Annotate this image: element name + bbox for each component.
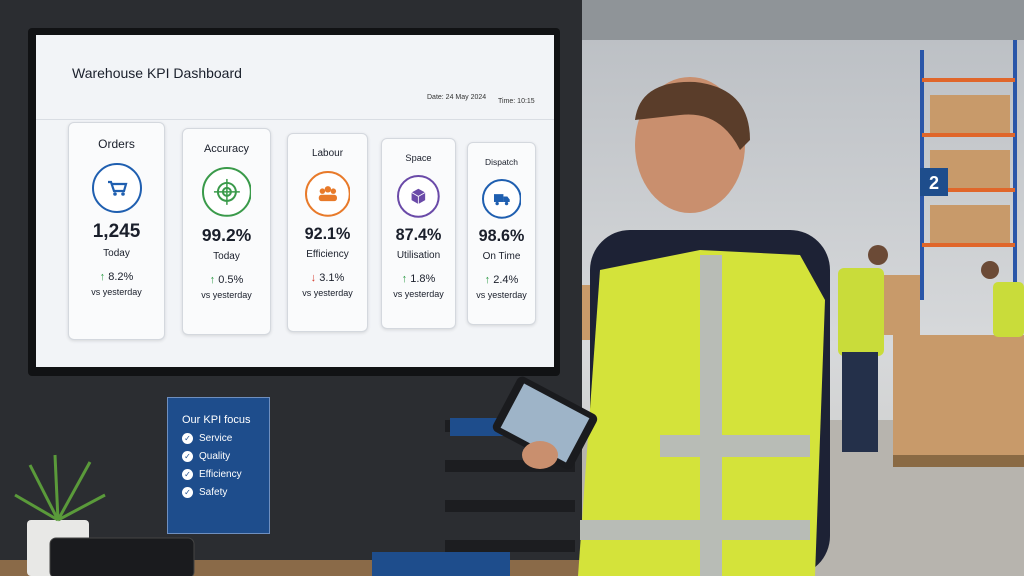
kpi-change: ↑ 2.4% xyxy=(468,274,535,286)
worker-main xyxy=(492,77,830,576)
kpi-compare: vs yesterday xyxy=(393,288,444,299)
icon-symbol xyxy=(213,178,240,205)
kpi-change-arrow: ↓ xyxy=(310,271,317,284)
kpi-value: 98.6% xyxy=(478,226,525,245)
dashboard-title: Warehouse KPI Dashboard xyxy=(72,65,242,81)
poster-item-text: Efficiency xyxy=(199,469,242,480)
kpi-label: Efficiency xyxy=(306,248,349,260)
aisle-sign-plate xyxy=(920,168,948,196)
kpi-change: ↑ 8.2% xyxy=(69,271,164,283)
icon-symbol xyxy=(318,186,337,202)
check-icon: ✓ xyxy=(182,451,193,462)
kpi-label: Utilisation xyxy=(396,249,441,261)
kpi-title: Labour xyxy=(311,148,344,159)
kpi-change-value: 3.1% xyxy=(316,271,345,284)
kpi-change-value: 2.4% xyxy=(490,273,519,286)
kpi-icon xyxy=(201,167,252,217)
icon-symbol xyxy=(107,180,127,196)
kpi-label: Today xyxy=(213,250,240,262)
kpi-icon xyxy=(397,175,440,218)
kpi-change-arrow: ↑ xyxy=(209,273,216,286)
dashboard-time: Time: 10:15 xyxy=(498,98,535,105)
dashboard-date: Date: 24 May 2024 xyxy=(427,94,487,101)
binder xyxy=(372,552,510,576)
divider xyxy=(36,119,554,120)
kpi-card: Accuracy 99.2% Today ↑ 0.5% vs yesterday xyxy=(182,128,271,335)
kpi-change-arrow: ↑ xyxy=(484,273,491,286)
poster-title: Our KPI focus xyxy=(182,414,251,426)
worker xyxy=(981,261,1024,337)
aisle-sign: 2 xyxy=(929,173,939,193)
icon-ring xyxy=(304,171,351,217)
kpi-title: Orders xyxy=(98,137,135,151)
kpi-title: Space xyxy=(405,153,432,163)
kpi-compare: vs yesterday xyxy=(302,287,353,298)
worker xyxy=(838,245,888,452)
kpi-label: On Time xyxy=(482,250,521,262)
kpi-value: 87.4% xyxy=(395,225,442,244)
laptop xyxy=(49,537,195,576)
kpi-change-value: 8.2% xyxy=(105,271,134,283)
poster-item-text: Quality xyxy=(199,451,231,462)
kpi-change-arrow: ↑ xyxy=(401,272,408,285)
check-icon: ✓ xyxy=(182,487,193,498)
kpi-label: Today xyxy=(103,248,130,259)
kpi-change: ↓ 3.1% xyxy=(288,272,367,284)
kpi-value: 1,245 xyxy=(92,221,141,242)
poster-list: ✓ Service ✓ Quality ✓ Efficiency ✓ Safety xyxy=(182,433,269,498)
kpi-compare: vs yesterday xyxy=(476,289,527,300)
kpi-value: 99.2% xyxy=(201,224,252,245)
kpi-icon xyxy=(91,163,142,213)
kpi-change-value: 0.5% xyxy=(215,273,244,286)
kpi-change: ↑ 1.8% xyxy=(382,273,455,285)
poster-item-text: Safety xyxy=(199,487,228,498)
poster-item: ✓ Efficiency xyxy=(182,469,269,480)
kpi-poster: Our KPI focus ✓ Service ✓ Quality ✓ Efficienc… xyxy=(167,397,270,534)
poster-item-text: Service xyxy=(199,433,233,444)
dashboard-screen: Warehouse KPI Dashboard Date: 24 May 202… xyxy=(36,35,554,367)
kpi-value: 92.1% xyxy=(304,224,351,243)
poster-item: ✓ Quality xyxy=(182,451,269,462)
kpi-card: Orders 1,245 Today ↑ 8.2% vs yesterday xyxy=(68,122,165,340)
kpi-change-arrow: ↑ xyxy=(99,271,106,283)
check-icon: ✓ xyxy=(182,433,193,444)
kpi-compare: vs yesterday xyxy=(91,287,142,297)
kpi-change-value: 1.8% xyxy=(407,272,436,285)
kpi-card: Dispatch 98.6% On Time ↑ 2.4% vs yesterday xyxy=(467,142,536,325)
ceiling xyxy=(580,0,1024,40)
icon-ring xyxy=(91,163,142,213)
kpi-title: Dispatch xyxy=(485,157,518,167)
kpi-card: Labour 92.1% Efficiency ↓ 3.1% vs yesterday xyxy=(287,133,368,332)
kpi-change: ↑ 0.5% xyxy=(183,274,270,286)
kpi-icon xyxy=(304,171,351,217)
icon-symbol xyxy=(493,194,510,206)
icon-symbol xyxy=(411,188,426,204)
boxes xyxy=(582,95,1024,465)
plant xyxy=(14,454,106,522)
check-icon: ✓ xyxy=(182,469,193,480)
poster-item: ✓ Service xyxy=(182,433,269,444)
kpi-compare: vs yesterday xyxy=(201,289,252,300)
kpi-card: Space 87.4% Utilisation ↑ 1.8% vs yesterday xyxy=(381,138,456,329)
poster-item: ✓ Safety xyxy=(182,487,269,498)
kpi-icon xyxy=(481,179,522,219)
kpi-title: Accuracy xyxy=(203,143,250,155)
pallet xyxy=(893,455,1024,467)
